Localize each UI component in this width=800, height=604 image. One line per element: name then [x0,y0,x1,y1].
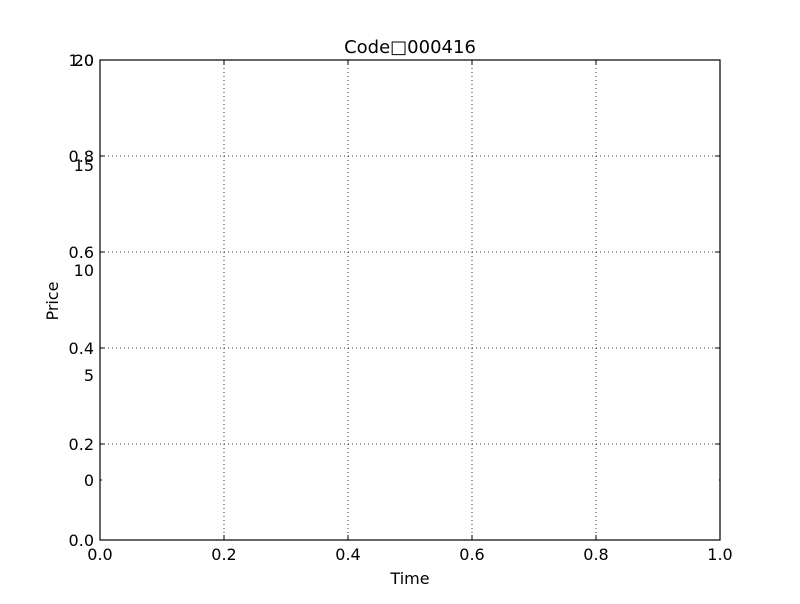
x-tick-label: 0.8 [583,545,608,564]
y-tick-label: 0.6 [69,243,94,262]
x-tick-label: 0.2 [211,545,236,564]
secondary-y-tick-label: 5 [84,366,94,385]
secondary-y-tick-label: 20 [74,51,94,70]
grid [100,60,720,540]
chart-title: Code□000416 [344,37,476,58]
x-tick-label: 0.4 [335,545,360,564]
y-tick-label: 0.0 [69,531,94,550]
plot-frame [99,59,721,541]
tick-marks [99,59,721,541]
y-tick-label: 1.0 [69,51,94,70]
x-tick-label: 1.0 [707,545,732,564]
y-tick-label: 0.8 [69,147,94,166]
secondary-y-tick-label: 10 [74,261,94,280]
x-axis-label: Time [389,569,429,588]
x-tick-label: 0.0 [87,545,112,564]
x-tick-label: 0.6 [459,545,484,564]
secondary-y-tick-label: 15 [74,156,94,175]
y-axis-label: Price [43,281,62,320]
tick-labels: 0.0 0.2 0.4 0.6 0.8 1.0 0.0 0.2 0.4 0.6 0.8 1.0 0 5 10… [69,51,733,564]
secondary-y-tick-label: 0 [84,471,94,490]
y-tick-label: 0.4 [69,339,94,358]
y-tick-label: 0.2 [69,435,94,454]
